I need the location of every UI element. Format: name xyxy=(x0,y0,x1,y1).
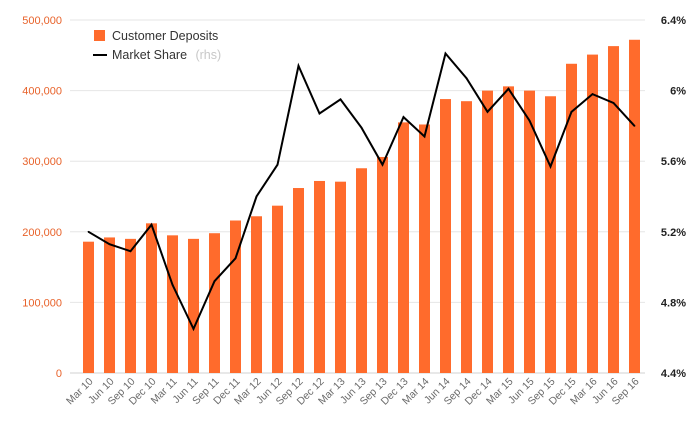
bar-jun-13 xyxy=(356,168,367,373)
y-left-tick-label: 300,000 xyxy=(22,156,62,168)
market-share-point xyxy=(465,77,468,80)
deposit-bars xyxy=(83,39,640,374)
market-share-point xyxy=(108,243,111,246)
market-share-point xyxy=(402,116,405,118)
market-share-point xyxy=(360,126,363,129)
y-left-tick-label: 200,000 xyxy=(22,227,62,239)
market-share-point xyxy=(234,257,237,260)
market-share-point xyxy=(87,230,90,233)
market-share-point xyxy=(318,112,321,115)
bar-dec-10 xyxy=(146,223,157,373)
market-share-point xyxy=(570,110,573,113)
y-left-tick-label: 100,000 xyxy=(22,297,62,309)
bar-jun-10 xyxy=(104,237,115,373)
legend-label-deposits: Customer Deposits xyxy=(112,29,218,43)
y-right-tick-label: 6% xyxy=(670,86,686,98)
market-share-point xyxy=(549,165,552,168)
market-share-point xyxy=(633,125,636,127)
bar-mar-15 xyxy=(503,86,514,373)
market-share-point xyxy=(612,102,615,104)
market-share-point xyxy=(129,250,132,253)
market-share-point xyxy=(150,223,153,226)
bar-sep-11 xyxy=(209,233,220,373)
y-right-tick-label: 4.8% xyxy=(661,297,686,309)
market-share-line xyxy=(87,51,636,332)
bar-sep-15 xyxy=(545,96,556,374)
legend-rhs-note: (rhs) xyxy=(195,48,221,62)
bar-mar-13 xyxy=(335,181,346,373)
bar-jun-11 xyxy=(188,238,199,373)
market-share-point xyxy=(255,195,258,198)
y-right-tick-label: 4.4% xyxy=(661,368,686,380)
bar-dec-11 xyxy=(230,220,241,373)
bar-dec-12 xyxy=(314,180,325,373)
legend-market-share-name: Market Share xyxy=(112,48,187,62)
bar-jun-16 xyxy=(608,46,619,373)
market-share-point xyxy=(171,283,174,286)
y-right-tick-label: 5.2% xyxy=(661,227,686,239)
market-share-point xyxy=(486,110,489,113)
bar-sep-14 xyxy=(461,101,472,373)
legend-label-market-share: Market Share (rhs) xyxy=(112,46,221,63)
market-share-point xyxy=(528,119,531,122)
bar-mar-12 xyxy=(251,216,262,373)
market-share-point xyxy=(192,327,195,330)
right-axis: 4.4% 4.8% 5.2% 5.6% 6% 6.4% xyxy=(661,15,686,380)
bar-sep-13 xyxy=(377,156,388,373)
bar-dec-14 xyxy=(482,90,493,373)
bar-mar-11 xyxy=(167,235,178,373)
bar-jun-15 xyxy=(524,90,535,373)
bar-jun-12 xyxy=(272,205,283,373)
market-share-point xyxy=(444,52,447,55)
y-right-tick-label: 6.4% xyxy=(661,15,686,27)
bar-dec-15 xyxy=(566,63,577,373)
bar-mar-16 xyxy=(587,54,598,374)
legend: Customer Deposits Market Share (rhs) xyxy=(93,29,221,63)
bar-mar-10 xyxy=(83,241,94,373)
bar-jun-14 xyxy=(440,99,451,374)
market-share-point xyxy=(276,163,279,166)
bar-dec-13 xyxy=(398,122,409,374)
bar-mar-14 xyxy=(419,124,430,373)
y-right-tick-label: 5.6% xyxy=(661,156,686,168)
left-axis: 0 100,000 200,000 300,000 400,000 500,000 xyxy=(22,15,62,380)
legend-swatch-deposits xyxy=(94,30,105,41)
y-left-tick-label: 500,000 xyxy=(22,15,62,27)
y-left-tick-label: 400,000 xyxy=(22,86,62,98)
bar-sep-12 xyxy=(293,188,304,373)
market-share-point xyxy=(381,163,384,166)
market-share-point xyxy=(507,87,510,90)
bar-sep-10 xyxy=(125,238,136,373)
market-share-point xyxy=(423,135,426,138)
market-share-point xyxy=(213,280,216,283)
market-share-point xyxy=(339,98,342,101)
market-share-point xyxy=(591,93,594,96)
y-left-tick-label: 0 xyxy=(56,368,62,380)
bar-sep-16 xyxy=(629,39,640,373)
market-share-point xyxy=(297,64,300,67)
